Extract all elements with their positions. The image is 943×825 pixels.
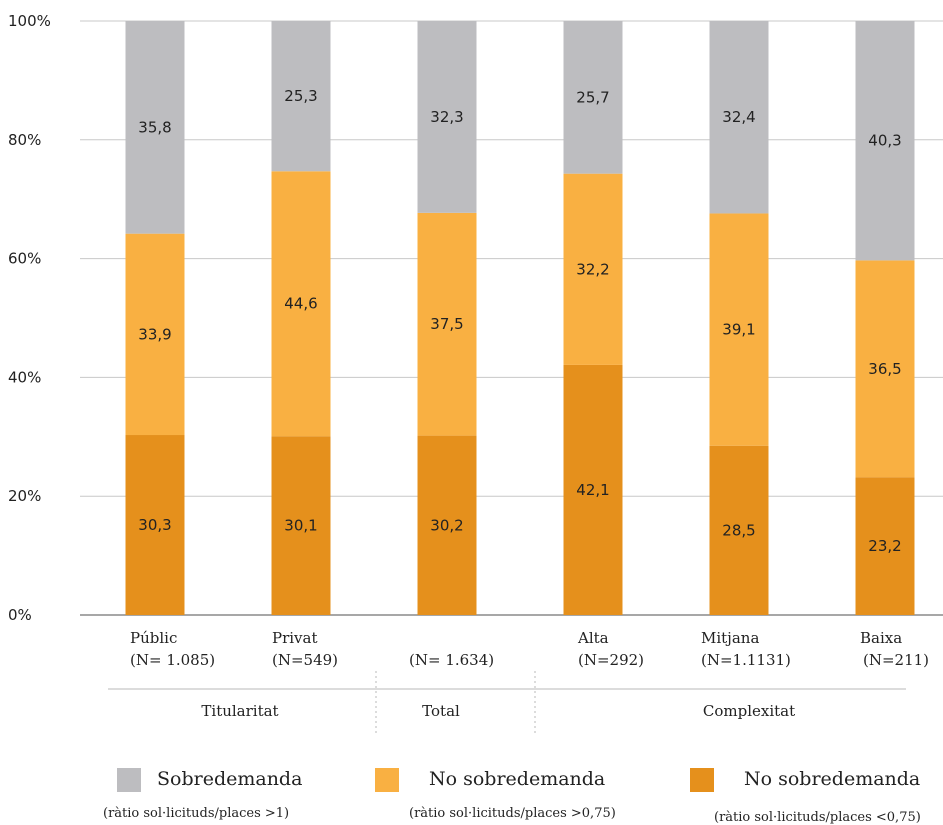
category-count: (N=549): [272, 651, 338, 669]
bar-value-label: 30,2: [430, 516, 463, 534]
bar-segment: [855, 21, 915, 261]
y-tick-label: 40%: [8, 368, 41, 386]
bar-value-label: 25,3: [284, 87, 317, 105]
category-label: Baixa: [860, 629, 902, 647]
bar-segment: [417, 435, 477, 615]
bar-value-label: 42,1: [576, 481, 609, 499]
bar-segment: [271, 171, 331, 437]
group-label: Titularitat: [201, 702, 278, 720]
bar-value-label: 40,3: [868, 132, 901, 150]
legend-note: (ràtio sol·licituds/places <0,75): [714, 810, 921, 825]
legend-item-no-sobredemanda-low: No sobredemanda (ràtio sol·licituds/plac…: [690, 768, 940, 825]
bar-value-label: 32,3: [430, 108, 463, 126]
legend-swatch: [375, 768, 399, 792]
bar-segment: [709, 445, 769, 615]
category-label: Públic: [130, 629, 177, 647]
bar-segment: [417, 212, 477, 436]
bar-segment: [855, 260, 915, 478]
bar-segment: [271, 436, 331, 615]
y-tick-label: 80%: [8, 131, 41, 149]
y-tick-label: 20%: [8, 487, 41, 505]
bar-segment: [563, 364, 623, 615]
category-groups: Titularitat Total Complexitat: [108, 671, 906, 733]
bar-value-label: 37,5: [430, 315, 463, 333]
bar-value-label: 44,6: [284, 295, 317, 313]
bar-value-label: 36,5: [868, 360, 901, 378]
bars: 30,3 33,9 35,8 30,1 44,6 25,3 30,2 37,5 32,3 42,1…: [125, 21, 915, 615]
bar-value-label: 30,1: [284, 517, 317, 535]
bar-value-label: 35,8: [138, 118, 171, 136]
bar-segment: [855, 477, 915, 615]
x-axis-categories: Públic (N= 1.085) Privat (N=549) (N= 1.634) A…: [130, 629, 929, 669]
y-tick-label: 60%: [8, 250, 41, 268]
y-axis-ticks: 0% 20% 40% 60% 80% 100%: [8, 12, 51, 624]
gridlines: [80, 20, 943, 616]
bar-segment: [709, 21, 769, 214]
category-count: (N=1.1131): [701, 651, 791, 669]
legend-item-sobredemanda: Sobredemanda (ràtio sol·licituds/places …: [103, 768, 337, 824]
bar-segment: [709, 213, 769, 446]
y-tick-label: 100%: [8, 12, 51, 30]
y-tick-label: 0%: [8, 606, 32, 624]
legend-label: No sobredemanda: [429, 768, 606, 790]
bar-segment: [125, 435, 185, 615]
bar-segment: [417, 21, 477, 213]
legend-note: (ràtio sol·licituds/places >1): [103, 806, 290, 821]
legend-swatch: [690, 768, 714, 792]
category-count: (N= 1.634): [409, 651, 494, 669]
bar-value-label: 33,9: [138, 325, 171, 343]
category-count: (N=211): [863, 651, 929, 669]
category-label: Privat: [272, 629, 318, 647]
category-label: Alta: [577, 629, 609, 647]
category-count: (N= 1.085): [130, 651, 215, 669]
bar-segment: [271, 21, 331, 172]
group-label: Total: [422, 702, 460, 720]
bar-segment: [563, 21, 623, 174]
bar-value-label: 25,7: [576, 88, 609, 106]
legend-label: No sobredemanda: [744, 768, 921, 790]
legend-swatch: [117, 768, 141, 792]
bar-value-label: 28,5: [722, 521, 755, 539]
bar-value-label: 23,2: [868, 537, 901, 555]
category-label: Mitjana: [701, 629, 759, 647]
bar-value-label: 39,1: [722, 321, 755, 339]
group-label: Complexitat: [703, 702, 795, 720]
legend-note: (ràtio sol·licituds/places >0,75): [409, 806, 616, 821]
bar-value-label: 30,3: [138, 516, 171, 534]
bar-segment: [563, 173, 623, 365]
legend-item-no-sobredemanda-high: No sobredemanda (ràtio sol·licituds/plac…: [375, 768, 635, 824]
legend-label: Sobredemanda: [157, 768, 303, 790]
bar-value-label: 32,2: [576, 260, 609, 278]
bar-segment: [125, 233, 185, 436]
bar-segment: [125, 21, 185, 234]
bar-value-label: 32,4: [722, 108, 755, 126]
category-count: (N=292): [578, 651, 644, 669]
